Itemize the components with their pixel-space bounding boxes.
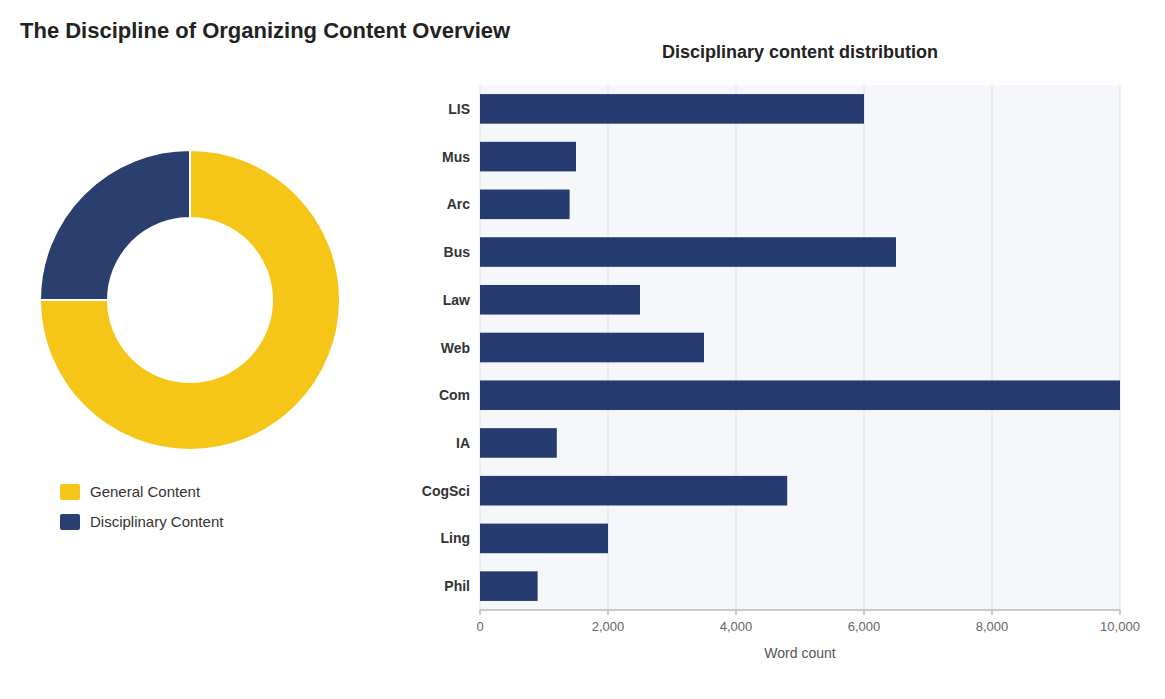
x-axis-line <box>480 610 1120 611</box>
category-label: Com <box>439 387 470 403</box>
axis-label: Word count <box>764 645 835 661</box>
chart-root: The Discipline of Organizing Content Ove… <box>0 0 1165 699</box>
tick-label: 6,000 <box>848 619 881 634</box>
tick-mark <box>736 610 737 615</box>
grid-line <box>736 85 737 610</box>
bar <box>480 142 576 172</box>
bar <box>480 428 557 458</box>
tick-mark <box>480 610 481 615</box>
figure-title: The Discipline of Organizing Content Ove… <box>20 18 511 43</box>
tick-label: 8,000 <box>976 619 1009 634</box>
chart-title: Disciplinary content distribution <box>662 42 938 62</box>
bar-chart: Disciplinary content distribution 0 2,000 4… <box>422 42 1140 661</box>
category-label: LIS <box>448 101 470 117</box>
tick-mark <box>608 610 609 615</box>
category-label: Bus <box>444 244 471 260</box>
category-label: Arc <box>447 196 471 212</box>
category-label: Mus <box>442 149 470 165</box>
tick-label: 10,000 <box>1100 619 1140 634</box>
legend: General Content Disciplinary Content <box>60 483 224 530</box>
donut-slice <box>40 150 340 450</box>
category-label: Web <box>441 340 470 356</box>
category-label: Phil <box>444 578 470 594</box>
bar <box>480 285 640 315</box>
grid-line <box>1120 85 1121 610</box>
bar <box>480 333 704 363</box>
bar <box>480 190 570 220</box>
bar <box>480 380 1120 410</box>
bar <box>480 94 864 124</box>
category-label: IA <box>456 435 470 451</box>
grid-line <box>864 85 865 610</box>
bar <box>480 237 896 267</box>
pie-chart: The Discipline of Organizing Content Ove… <box>20 18 511 530</box>
category-label: Law <box>443 292 470 308</box>
tick-label: 2,000 <box>592 619 625 634</box>
tick-mark <box>1120 610 1121 615</box>
background <box>0 0 1165 699</box>
bar <box>480 476 787 506</box>
bar <box>480 571 538 601</box>
category-label: CogSci <box>422 483 470 499</box>
bar <box>480 524 608 554</box>
legend-swatch <box>60 484 80 500</box>
donut-slice <box>40 150 190 300</box>
legend-swatch <box>60 514 80 530</box>
bars <box>480 94 1120 601</box>
legend-label: Disciplinary Content <box>90 513 224 530</box>
tick-label: 4,000 <box>720 619 753 634</box>
tick-mark <box>864 610 865 615</box>
chart-svg: The Discipline of Organizing Content Ove… <box>0 0 1165 699</box>
tick-label: 0 <box>476 619 483 634</box>
plot-background <box>480 85 1120 610</box>
category-label: Ling <box>440 530 470 546</box>
grid-line <box>992 85 993 610</box>
tick-mark <box>992 610 993 615</box>
legend-label: General Content <box>90 483 201 500</box>
